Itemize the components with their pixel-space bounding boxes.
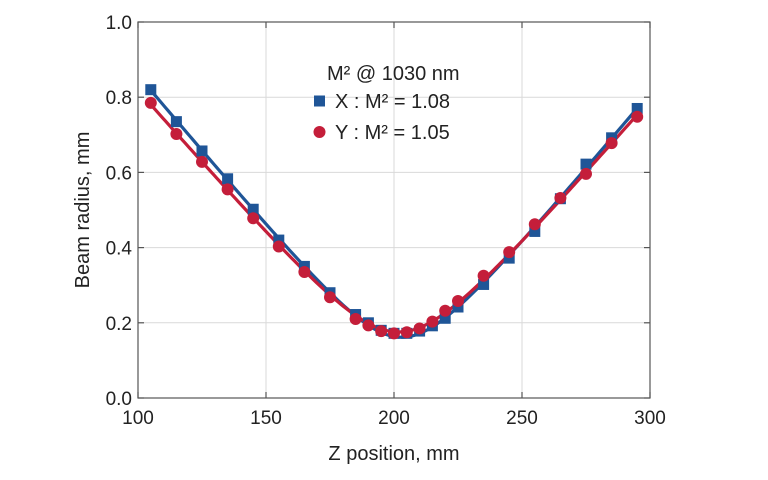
legend: M² @ 1030 nm X : M² = 1.08 Y : M² = 1.05: [313, 63, 460, 144]
data-point-y: [144, 96, 157, 109]
data-markers: [144, 84, 644, 340]
data-point-x: [170, 116, 182, 128]
data-point-y: [503, 246, 516, 259]
x-tick-label: 100: [122, 408, 154, 429]
data-point-y: [247, 212, 260, 225]
y-tick-label: 0.8: [106, 88, 132, 109]
data-point-y: [426, 315, 439, 328]
y-tick-label: 0.2: [106, 314, 132, 335]
y-tick-label: 0.0: [106, 389, 132, 410]
data-point-x: [631, 102, 643, 114]
data-point-y: [631, 110, 644, 123]
legend-title: M² @ 1030 nm: [327, 63, 460, 85]
data-point-x: [247, 203, 259, 215]
data-point-y: [196, 155, 208, 168]
data-point-y: [413, 322, 426, 335]
legend-label: X : M² = 1.08: [335, 91, 450, 113]
data-point-x: [222, 173, 234, 185]
data-point-y: [388, 327, 400, 340]
grid: [138, 22, 650, 398]
data-point-y: [477, 269, 490, 282]
data-point-x: [580, 158, 592, 170]
data-point-y: [349, 313, 362, 326]
data-point-x: [503, 252, 515, 264]
data-point-x: [529, 225, 541, 237]
data-point-y: [605, 137, 618, 150]
data-point-y: [580, 167, 592, 180]
x-tick-label: 150: [250, 408, 282, 429]
y-axis-title: Beam radius, mm: [72, 132, 94, 289]
x-tick-label: 250: [506, 408, 538, 429]
data-point-x: [439, 312, 451, 324]
data-point-y: [554, 191, 567, 204]
y-tick-label: 0.4: [106, 239, 133, 260]
data-point-y: [528, 218, 541, 231]
data-point-x: [452, 301, 464, 313]
data-point-x: [478, 278, 490, 290]
data-point-x: [196, 145, 208, 157]
x-axis-title: Z position, mm: [328, 443, 459, 465]
y-tick-label: 0.6: [106, 163, 132, 184]
data-point-y: [170, 128, 183, 141]
x-tick-label: 200: [378, 408, 410, 429]
ticks: 100 150 200 250 300 0.0 0.2 0.4 0.6 0.8 1.0: [106, 13, 666, 429]
data-point-y: [272, 240, 285, 253]
data-point-x: [145, 84, 157, 96]
x-tick-label: 300: [634, 408, 666, 429]
y-tick-label: 1.0: [106, 13, 132, 34]
data-point-y: [298, 266, 311, 279]
data-point-y: [221, 183, 234, 196]
legend-label: Y : M² = 1.05: [335, 122, 450, 144]
data-point-y: [452, 294, 464, 307]
data-point-y: [439, 304, 452, 317]
data-point-x: [273, 234, 285, 246]
data-point-y: [362, 319, 375, 332]
data-point-y: [375, 325, 388, 338]
legend-marker-circle: [313, 126, 326, 138]
legend-entries: X : M² = 1.08 Y : M² = 1.05: [313, 91, 450, 144]
data-point-y: [324, 291, 336, 304]
data-point-y: [400, 326, 413, 339]
legend-marker-square: [314, 95, 325, 107]
